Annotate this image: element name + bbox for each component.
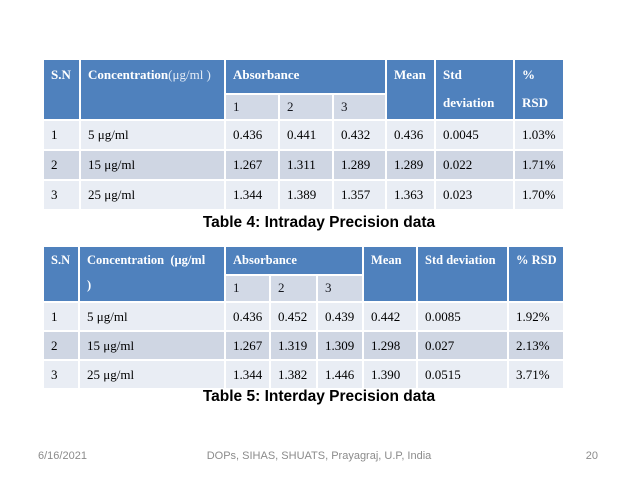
concentration-cell: 5 μg/ml [78, 301, 226, 332]
mean-header: Mean [385, 58, 437, 121]
mean-cell: 1.390 [362, 359, 419, 390]
std-cell: 0.027 [416, 330, 510, 361]
rsd-cell: 2.13% [507, 330, 566, 361]
mean-cell: 0.442 [362, 301, 419, 332]
concentration-unit: (μg/ml ) [168, 67, 211, 82]
std-cell: 0.023 [434, 179, 516, 211]
rsd-cell: 1.71% [513, 149, 566, 181]
table-row: 3 25 μg/ml 1.344 1.382 1.446 1.390 0.051… [42, 359, 566, 390]
concentration-cell: 25 μg/ml [78, 359, 226, 390]
std-cell: 0.022 [434, 149, 516, 181]
absorbance-2-cell: 1.382 [269, 359, 318, 390]
mean-cell: 1.363 [385, 179, 437, 211]
std-cell: 0.0085 [416, 301, 510, 332]
absorbance-2-cell: 1.319 [269, 330, 318, 361]
footer-affiliation: DOPs, SIHAS, SHUATS, Prayagraj, U.P, Ind… [206, 450, 432, 462]
concentration-line1: Concentration (μg/ml [87, 253, 206, 267]
concentration-cell: 5 μg/ml [79, 119, 226, 151]
footer-page-number: 20 [585, 450, 598, 462]
absorbance-3-cell: 1.357 [331, 179, 388, 211]
table-row: 2 15 μg/ml 1.267 1.319 1.309 1.298 0.027… [42, 330, 566, 361]
table-row: 2 15 μg/ml 1.267 1.311 1.289 1.289 0.022… [42, 149, 566, 181]
std-cell: 0.0045 [434, 119, 516, 151]
sn-cell: 2 [42, 149, 81, 181]
mean-cell: 1.289 [385, 149, 437, 181]
sn-cell: 1 [42, 301, 80, 332]
absorbance-header: Absorbance [223, 245, 365, 276]
rsd-header: % RSD [507, 245, 566, 303]
absorbance-header: Absorbance [223, 58, 388, 95]
concentration-header: Concentration(μg/ml ) [79, 58, 226, 121]
concentration-label: Concentration [88, 67, 169, 82]
rsd-cell: 3.71% [507, 359, 566, 390]
intraday-precision-table: S.N Concentration(μg/ml ) Absorbance Mea… [42, 58, 566, 211]
std-deviation-header: Std deviation [434, 58, 516, 121]
absorbance-1-cell: 0.436 [224, 119, 280, 151]
sn-cell: 3 [42, 359, 80, 390]
intraday-table-caption: Table 4: Intraday Precision data [202, 214, 436, 231]
table-row: 1 5 μg/ml 0.436 0.441 0.432 0.436 0.0045… [42, 119, 566, 151]
absorbance-3-cell: 1.289 [331, 149, 388, 181]
rsd-header: % RSD [513, 58, 566, 121]
replicate-1-header: 1 [224, 93, 280, 121]
absorbance-2-cell: 1.389 [278, 179, 334, 211]
mean-cell: 0.436 [385, 119, 437, 151]
sn-cell: 2 [42, 330, 80, 361]
mean-header: Mean [362, 245, 419, 303]
concentration-header: Concentration (μg/ml ) [78, 245, 226, 303]
replicate-1-header: 1 [224, 274, 271, 303]
absorbance-1-cell: 1.344 [224, 359, 271, 390]
concentration-line2: ) [87, 278, 92, 292]
absorbance-1-cell: 1.267 [224, 149, 280, 181]
replicate-2-header: 2 [269, 274, 318, 303]
concentration-cell: 15 μg/ml [79, 149, 226, 181]
absorbance-3-cell: 0.432 [331, 119, 388, 151]
table-row: 1 5 μg/ml 0.436 0.452 0.439 0.442 0.0085… [42, 301, 566, 332]
absorbance-3-cell: 1.309 [315, 330, 365, 361]
absorbance-3-cell: 0.439 [315, 301, 365, 332]
absorbance-3-cell: 1.446 [315, 359, 365, 390]
std-deviation-header: Std deviation [416, 245, 510, 303]
absorbance-1-cell: 1.344 [224, 179, 280, 211]
replicate-3-header: 3 [315, 274, 365, 303]
concentration-cell: 25 μg/ml [79, 179, 226, 211]
mean-cell: 1.298 [362, 330, 419, 361]
sn-cell: 3 [42, 179, 81, 211]
sn-cell: 1 [42, 119, 81, 151]
footer-date: 6/16/2021 [38, 450, 87, 462]
concentration-cell: 15 μg/ml [78, 330, 226, 361]
std-cell: 0.0515 [416, 359, 510, 390]
absorbance-1-cell: 0.436 [224, 301, 271, 332]
rsd-cell: 1.92% [507, 301, 566, 332]
absorbance-2-cell: 0.452 [269, 301, 318, 332]
sn-header: S.N [42, 58, 81, 121]
replicate-3-header: 3 [331, 93, 388, 121]
interday-table-caption: Table 5: Interday Precision data [202, 388, 436, 405]
sn-header: S.N [42, 245, 80, 303]
absorbance-2-cell: 1.311 [278, 149, 334, 181]
rsd-cell: 1.03% [513, 119, 566, 151]
table-row: 3 25 μg/ml 1.344 1.389 1.357 1.363 0.023… [42, 179, 566, 211]
absorbance-1-cell: 1.267 [224, 330, 271, 361]
rsd-cell: 1.70% [513, 179, 566, 211]
interday-precision-table: S.N Concentration (μg/ml ) Absorbance Me… [42, 245, 566, 390]
absorbance-2-cell: 0.441 [278, 119, 334, 151]
replicate-2-header: 2 [278, 93, 334, 121]
